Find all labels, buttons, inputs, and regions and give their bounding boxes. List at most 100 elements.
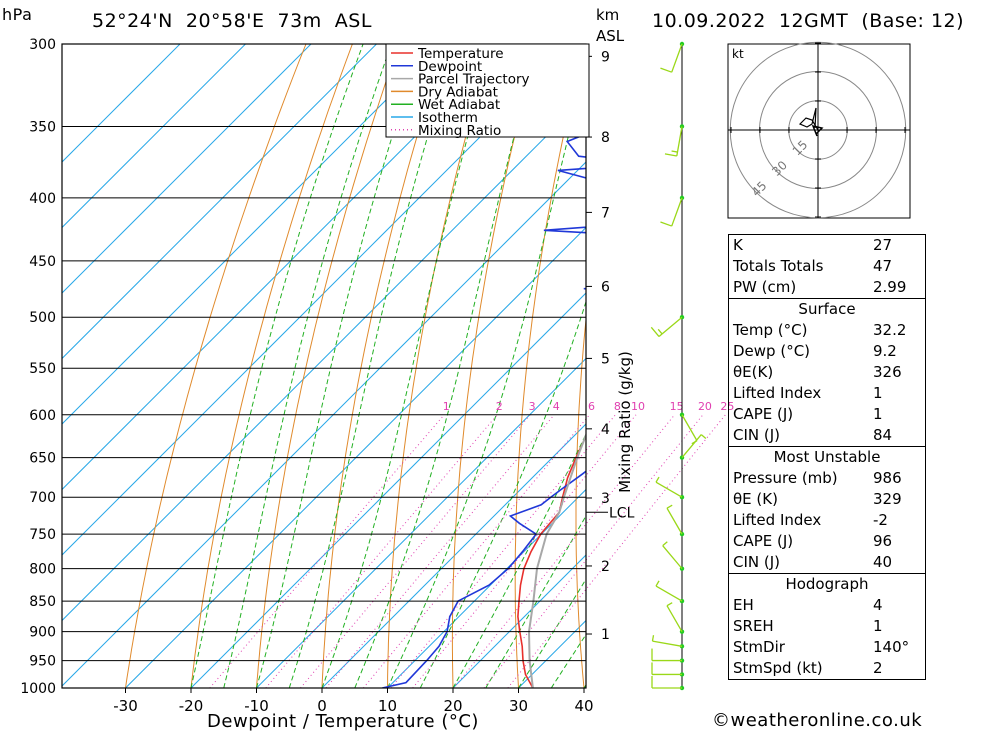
isotherm-line (321, 423, 586, 688)
index-label: EH (733, 596, 754, 614)
wet-adiabat-line (288, 44, 457, 688)
mixing-ratio-line (412, 414, 637, 689)
pressure-tick-label: 500 (29, 310, 56, 326)
mixing-ratio-line (209, 414, 445, 689)
index-value: 47 (873, 257, 893, 275)
surface-header: Surface (798, 300, 856, 318)
wind-barb-shaft (655, 585, 683, 602)
isotherm-line (62, 44, 574, 556)
mixing-ratio-line (265, 414, 498, 689)
mixing-ratio-label: 20 (698, 400, 712, 413)
isotherm-line (452, 554, 586, 688)
pressure-unit-label: hPa (2, 5, 33, 24)
isotherm-line (62, 44, 181, 163)
temperature-line (517, 434, 586, 688)
hodograph-header: Hodograph (785, 575, 869, 593)
index-label: StmDir (733, 638, 785, 656)
pressure-tick-label: 750 (29, 527, 56, 543)
wet-adiabat-line (190, 44, 364, 688)
index-label: StmSpd (kt) (733, 659, 823, 677)
index-label: θE (K) (733, 490, 778, 508)
dry-adiabat-line (256, 44, 400, 688)
copyright-notice: ©weatheronline.co.uk (712, 710, 923, 731)
index-row: θE(K) 326 (729, 362, 926, 383)
dry-adiabat-line (954, 44, 1000, 688)
height-km-label: 1 (601, 627, 610, 643)
legend-entry: Temperature (417, 46, 504, 62)
wet-adiabat-line (256, 44, 423, 688)
wind-barb-flag (691, 440, 698, 445)
pressure-tick-label: 650 (29, 451, 56, 467)
index-value: 2.99 (873, 278, 907, 296)
isotherm-line (62, 44, 246, 229)
wind-barb-flag (655, 580, 660, 587)
mixing-ratio-label: 3 (529, 400, 536, 413)
mixing-ratio-line (390, 414, 616, 689)
wind-barb-shaft (676, 126, 683, 157)
index-label: PW (cm) (733, 278, 797, 296)
index-value: 9.2 (873, 342, 897, 360)
index-row: θE (K) 329 (729, 489, 926, 510)
legend-entry: Isotherm (418, 110, 478, 126)
most-unstable-header: Most Unstable (773, 448, 881, 466)
index-label: Lifted Index (733, 511, 822, 529)
surface-indices: Surface Temp (°C) 32.2 Dewp (°C) 9.2 θE(K) 326… (728, 298, 926, 447)
wind-barb-shaft (671, 43, 683, 73)
index-value: 329 (873, 490, 902, 508)
index-label: K (733, 236, 743, 254)
wind-barb-shaft (655, 481, 683, 498)
x-tick-label: 0 (317, 697, 327, 715)
mixing-ratio-line (483, 414, 704, 689)
hodograph-frame (727, 43, 911, 219)
wind-barb-shaft (671, 197, 683, 227)
index-row: Lifted Index -2 (729, 510, 926, 531)
dry-adiabat-line (451, 44, 539, 688)
pressure-tick-label: 400 (29, 191, 56, 207)
wind-barb-flag (660, 67, 672, 73)
wind-barb-flag (655, 476, 660, 483)
isotherm-line (62, 44, 377, 360)
pressure-tick-label: 700 (29, 490, 56, 506)
pressure-tick-label: 800 (29, 562, 56, 578)
lcl-label: LCL (609, 505, 635, 521)
pressure-tick-label: 850 (29, 594, 56, 610)
height-unit-asl: ASL (596, 27, 625, 45)
index-row: SREH 1 (729, 616, 926, 637)
index-label: Pressure (mb) (733, 469, 838, 487)
wind-barb-flag (651, 635, 655, 642)
wind-barb-flag (700, 434, 707, 439)
x-tick-label: 20 (443, 697, 462, 715)
wind-barb-flag (666, 602, 673, 607)
height-unit-km: km (596, 6, 620, 24)
index-row: Temp (°C) 32.2 (729, 320, 926, 341)
hodograph-unit: kt (732, 47, 744, 61)
x-tick-label: 40 (574, 697, 593, 715)
index-value: 96 (873, 532, 893, 550)
index-row: PW (cm) 2.99 (729, 277, 926, 299)
legend-entry: Parcel Trajectory (418, 72, 530, 88)
legend-entry: Mixing Ratio (418, 123, 501, 139)
hodograph-trace (798, 107, 819, 131)
x-tick-label: -10 (244, 697, 269, 715)
wind-barb-shaft (658, 316, 683, 338)
wind-barb-flag (664, 153, 677, 157)
mixing-ratio-label: 8 (614, 400, 621, 413)
index-row: EH 4 (729, 595, 926, 616)
height-km-label: 9 (601, 49, 610, 65)
isotherm-line (62, 44, 312, 294)
wet-adiabat-line (223, 44, 392, 688)
index-value: 84 (873, 426, 893, 444)
height-km-label: 3 (601, 491, 610, 507)
wet-adiabat-line (452, 432, 586, 688)
index-value: -2 (873, 511, 888, 529)
pressure-tick-label: 450 (29, 254, 56, 270)
wind-barb-shaft (666, 605, 683, 632)
height-km-label: 8 (601, 130, 610, 146)
mixing-ratio-label: 10 (631, 400, 645, 413)
wind-barb-flag (650, 326, 660, 337)
index-row: CAPE (J) 96 (729, 531, 926, 552)
index-label: CAPE (J) (733, 405, 794, 423)
height-km-label: 4 (601, 422, 610, 438)
pressure-tick-label: 950 (29, 654, 56, 670)
